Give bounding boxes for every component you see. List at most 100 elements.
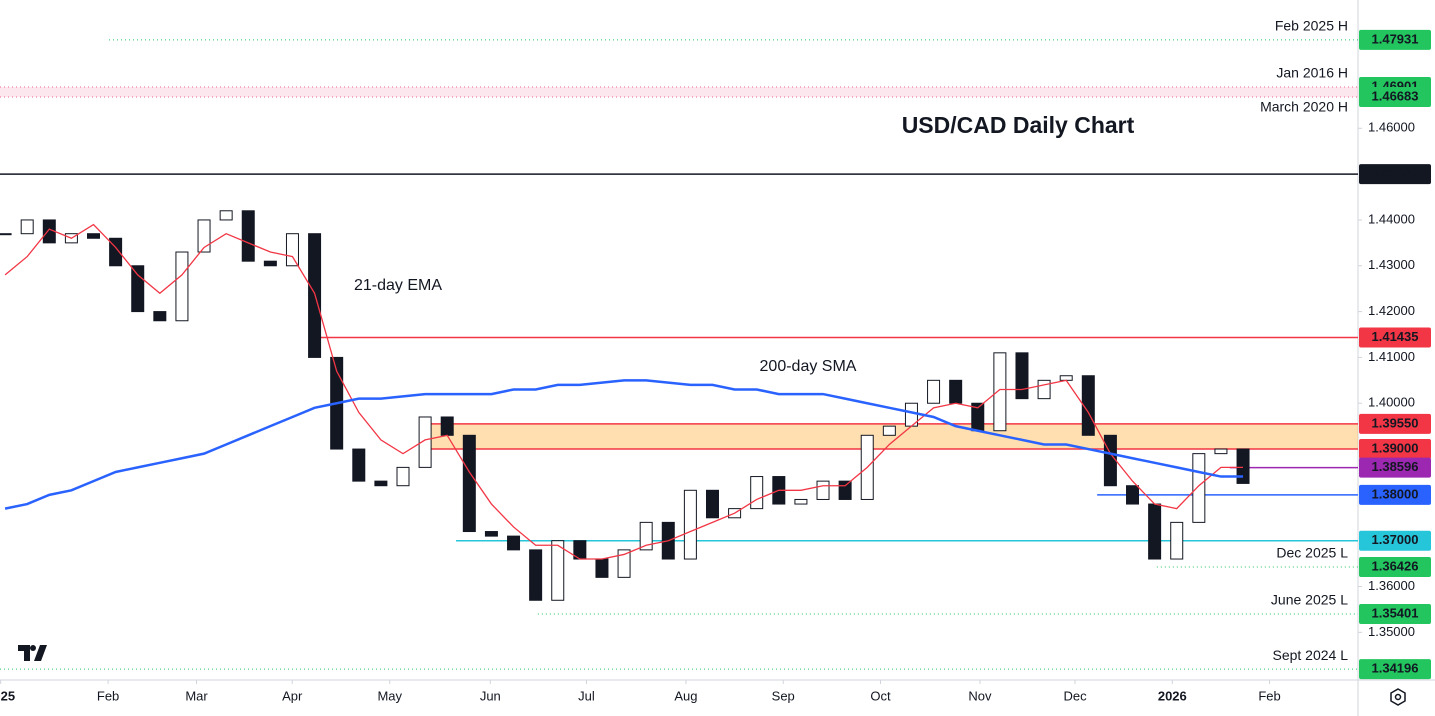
y-tick-label: 1.43000	[1368, 257, 1415, 272]
price-label: 1.45000	[1372, 166, 1419, 181]
candle	[1103, 434, 1117, 487]
candle	[1148, 503, 1162, 560]
y-tick-label: 1.41000	[1368, 349, 1415, 364]
candle	[285, 233, 299, 267]
x-tick-label: Aug	[674, 688, 697, 703]
candle	[1214, 448, 1228, 455]
candle	[551, 540, 565, 601]
candle	[0, 233, 12, 236]
level-note: Dec 2025 L	[1276, 545, 1348, 561]
candle	[153, 311, 167, 322]
candle	[507, 535, 521, 551]
candle	[705, 489, 719, 519]
candle	[639, 521, 653, 551]
x-tick-label: Jul	[578, 688, 595, 703]
chart-title: USD/CAD Daily Chart	[902, 112, 1135, 138]
x-tick-label: Feb	[97, 688, 119, 703]
x-tick-label: Nov	[968, 688, 992, 703]
axes: 1.46000 1.44000 1.43000 1.42000 1.41000 1.400…	[0, 18, 1431, 703]
y-tick-label: 1.42000	[1368, 303, 1415, 318]
candle	[396, 466, 410, 487]
price-label: 1.38000	[1372, 486, 1419, 501]
price-label-box	[1359, 457, 1431, 478]
candle	[197, 219, 211, 253]
price-label: 1.41435	[1372, 329, 1419, 344]
candle	[993, 352, 1007, 432]
price-label: 1.36426	[1372, 558, 1419, 573]
candle	[352, 448, 366, 482]
price-label: 1.39550	[1372, 415, 1419, 430]
x-tick-label: 2026	[1158, 688, 1187, 703]
plot-area	[0, 39, 1358, 670]
price-label-box	[1359, 603, 1431, 624]
x-tick-label: Sep	[772, 688, 795, 703]
candle	[374, 480, 388, 487]
candle	[794, 498, 808, 505]
x-tick-label: Feb	[1258, 688, 1280, 703]
candle	[440, 416, 454, 436]
price-label-box	[1359, 530, 1431, 551]
resistance-band	[0, 87, 1358, 98]
level-note: Feb 2025 H	[1275, 18, 1348, 34]
x-tick-label: Jun	[480, 688, 501, 703]
candle	[1081, 375, 1095, 436]
y-tick-label: 1.36000	[1368, 578, 1415, 593]
settings-icon[interactable]	[1390, 688, 1406, 706]
level-note: Sept 2024 L	[1272, 647, 1348, 663]
y-tick-label: 1.35000	[1368, 624, 1415, 639]
candle	[595, 558, 609, 578]
candle	[927, 379, 941, 404]
candle	[241, 210, 255, 262]
candle	[838, 480, 852, 500]
candle	[617, 549, 631, 578]
candle	[882, 425, 896, 436]
candle	[20, 219, 34, 235]
price-label-box	[1359, 164, 1431, 185]
x-tick-label: Apr	[282, 688, 303, 703]
price-label-box	[1359, 484, 1431, 505]
level-note: March 2020 H	[1260, 99, 1348, 115]
candle	[1126, 485, 1140, 505]
level-note: June 2025 L	[1271, 592, 1348, 608]
x-tick-label: May	[377, 688, 402, 703]
candle	[131, 265, 145, 313]
price-label: 1.35401	[1372, 605, 1419, 620]
candle	[462, 434, 476, 533]
candle	[529, 549, 543, 601]
candle	[87, 233, 101, 239]
candle	[1236, 448, 1250, 484]
candle	[1170, 521, 1184, 560]
price-label: 1.34196	[1372, 661, 1419, 676]
price-label-box	[1359, 557, 1431, 578]
indicator-line	[4, 379, 1244, 510]
price-label-box	[1359, 327, 1431, 348]
annotation: 200-day SMA	[760, 358, 857, 375]
candle	[1037, 379, 1051, 400]
logo	[18, 645, 47, 661]
x-tick-label: Dec	[1063, 688, 1087, 703]
price-label-box	[1359, 439, 1431, 460]
price-label-box	[1359, 413, 1431, 434]
x-tick-label: 2025	[0, 688, 15, 703]
price-label-box	[1359, 29, 1431, 50]
candle	[175, 251, 189, 322]
price-label: 1.46683	[1372, 88, 1419, 103]
price-label-box	[1359, 659, 1431, 680]
price-label-box	[1359, 87, 1431, 108]
candle	[816, 480, 830, 500]
annotation: 21-day EMA	[354, 277, 442, 294]
y-tick-label: 1.44000	[1368, 211, 1415, 226]
price-label: 1.37000	[1372, 532, 1419, 547]
price-label: 1.38596	[1372, 459, 1419, 474]
candle	[263, 260, 277, 267]
y-tick-label: 1.40000	[1368, 395, 1415, 410]
candle	[949, 379, 963, 404]
candle	[1059, 375, 1073, 381]
candle	[683, 489, 697, 560]
candle	[219, 210, 233, 221]
price-label: 1.47931	[1372, 31, 1419, 46]
candle	[750, 476, 764, 510]
indicator-line	[4, 223, 1244, 560]
